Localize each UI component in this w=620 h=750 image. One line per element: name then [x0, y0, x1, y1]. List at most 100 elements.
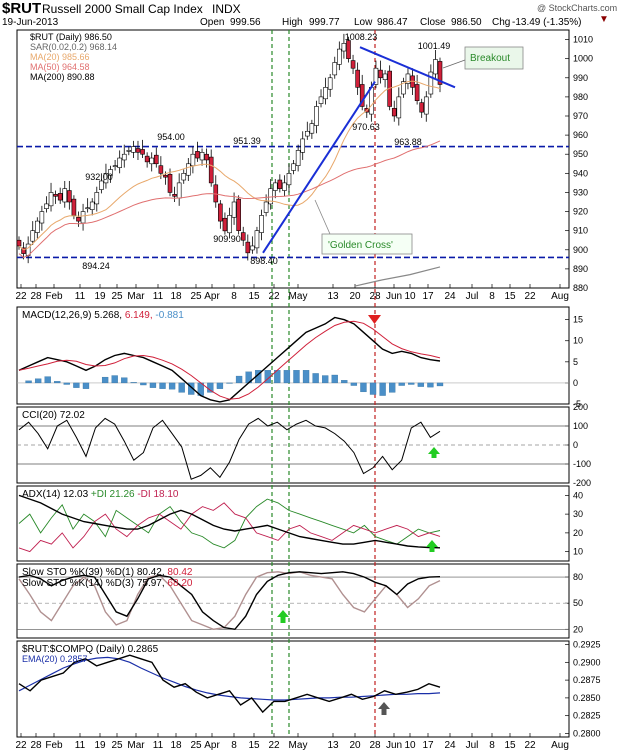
candle-body — [195, 151, 200, 159]
candle-body — [89, 201, 95, 210]
macd-histogram-bar — [417, 382, 425, 387]
up-arrow-icon — [428, 447, 440, 458]
macd-histogram-bar — [54, 381, 61, 384]
bottom-x-axis-label: 22 — [15, 740, 27, 750]
price-x-axis-label: 15 — [248, 291, 260, 302]
price-y-tick-label: 1000 — [573, 54, 593, 64]
breakout-label: Breakout — [470, 53, 510, 64]
breakout-box — [464, 46, 524, 70]
candle-body — [85, 207, 90, 210]
bottom-x-axis-label: 20 — [349, 740, 361, 750]
macd-histogram-bar — [398, 382, 405, 386]
up-arrow-icon — [426, 540, 438, 552]
bottom-x-axis-label: May — [289, 740, 308, 750]
price-annotation: 1001.49 — [418, 41, 451, 51]
adx-y-tick-label: 20 — [573, 528, 583, 538]
chg-label: Chg — [492, 17, 511, 28]
candle-body — [355, 69, 360, 88]
close-label: Close — [420, 17, 446, 28]
price-annotation: 954.00 — [157, 132, 185, 142]
candle-body — [62, 188, 68, 203]
macd-histogram-bar — [101, 376, 109, 384]
macd-line — [18, 316, 441, 403]
bottom-x-axis-label: 17 — [422, 740, 434, 750]
symbol-title: $RUT — [2, 0, 42, 17]
price-annotation: 932.00 — [85, 172, 113, 182]
candle-body — [103, 173, 109, 184]
price-panel-frame — [16, 29, 570, 289]
candle-body — [172, 194, 177, 197]
cci-y-tick-label: -200 — [573, 478, 591, 488]
candle-body — [135, 148, 141, 153]
macd-histogram-bar — [331, 374, 338, 384]
cci-y-tick-label: -100 — [573, 459, 591, 469]
price-x-axis-label: 24 — [444, 291, 456, 302]
candle-body — [373, 67, 379, 85]
candle-body — [112, 165, 118, 167]
bottom-x-axis-label: Apr — [204, 740, 220, 750]
candle-body — [67, 190, 72, 203]
candle-body — [337, 48, 342, 65]
price-x-axis-label: Jun — [386, 291, 402, 302]
bottom-x-axis-label: 18 — [170, 740, 182, 750]
price-y-tick-label: 940 — [573, 168, 588, 178]
macd-histogram-bar — [235, 375, 243, 384]
candle-body — [186, 163, 191, 176]
macd-histogram-bar — [130, 382, 137, 384]
candle-body — [327, 77, 333, 90]
adx-minus-di-line — [18, 502, 441, 553]
macd-histogram-bar — [427, 382, 434, 388]
rs-y-tick-label: 0.2875 — [573, 675, 601, 685]
bottom-x-axis-label: Aug — [551, 740, 569, 750]
macd-histogram-bar — [216, 382, 224, 389]
candle-body — [314, 106, 319, 126]
macd-panel-frame — [16, 306, 570, 405]
bottom-x-axis-label: 11 — [153, 740, 164, 750]
golden-cross-box — [321, 233, 413, 255]
price-x-axis-label: Mar — [127, 291, 145, 302]
candle-body — [144, 155, 150, 163]
candle-body — [204, 153, 209, 161]
candle-body — [99, 180, 104, 190]
macd-histogram-bar — [178, 382, 185, 393]
candle-body — [57, 193, 63, 201]
sto-legend-1: Slow STO %K(39) %D(1) 80.42, 80.42 — [22, 567, 193, 578]
price-x-axis-label: 15 — [504, 291, 516, 302]
macd-histogram-bar — [322, 375, 329, 384]
price-x-axis-label: 22 — [524, 291, 536, 302]
candle-body — [254, 230, 260, 249]
price-legend-item: $RUT (Daily) 986.50 — [30, 32, 112, 42]
candle-body — [396, 96, 402, 119]
bottom-x-axis-label: 19 — [94, 740, 106, 750]
candle-body — [44, 203, 49, 209]
bottom-x-axis-label: 22 — [524, 740, 536, 750]
candle-body — [30, 230, 36, 242]
candle-body — [140, 149, 145, 155]
price-x-axis-label: 28 — [30, 291, 42, 302]
bottom-x-axis-label: Jul — [466, 740, 479, 750]
price-annotation: 1008.23 — [345, 32, 378, 42]
falling-trendline — [359, 46, 456, 89]
candle-body — [391, 108, 397, 117]
price-x-axis-label: 8 — [231, 291, 237, 302]
macd-histogram-bar — [350, 382, 358, 386]
candle-body — [149, 157, 155, 165]
price-x-axis-label: 20 — [349, 291, 361, 302]
candle-body — [190, 153, 196, 166]
ma20-line — [18, 80, 441, 251]
cci-y-tick-label: 0 — [573, 440, 578, 450]
sto-panel-frame — [16, 563, 570, 639]
bottom-x-axis-label: Mar — [127, 740, 145, 750]
candle-body — [39, 211, 45, 224]
price-annotation: 951.39 — [233, 136, 261, 146]
candle-body — [369, 87, 374, 115]
bottom-x-axis-label: 22 — [268, 740, 280, 750]
macd-histogram-bar — [369, 382, 377, 395]
candle-body — [16, 239, 22, 247]
candle-body — [268, 188, 273, 205]
high-label: High — [282, 17, 303, 28]
cci-legend: CCI(20) 72.02 — [22, 410, 85, 421]
bottom-x-axis-label: 8 — [489, 740, 495, 750]
price-x-axis-label: 18 — [170, 291, 182, 302]
macd-histogram-bar — [159, 382, 166, 389]
